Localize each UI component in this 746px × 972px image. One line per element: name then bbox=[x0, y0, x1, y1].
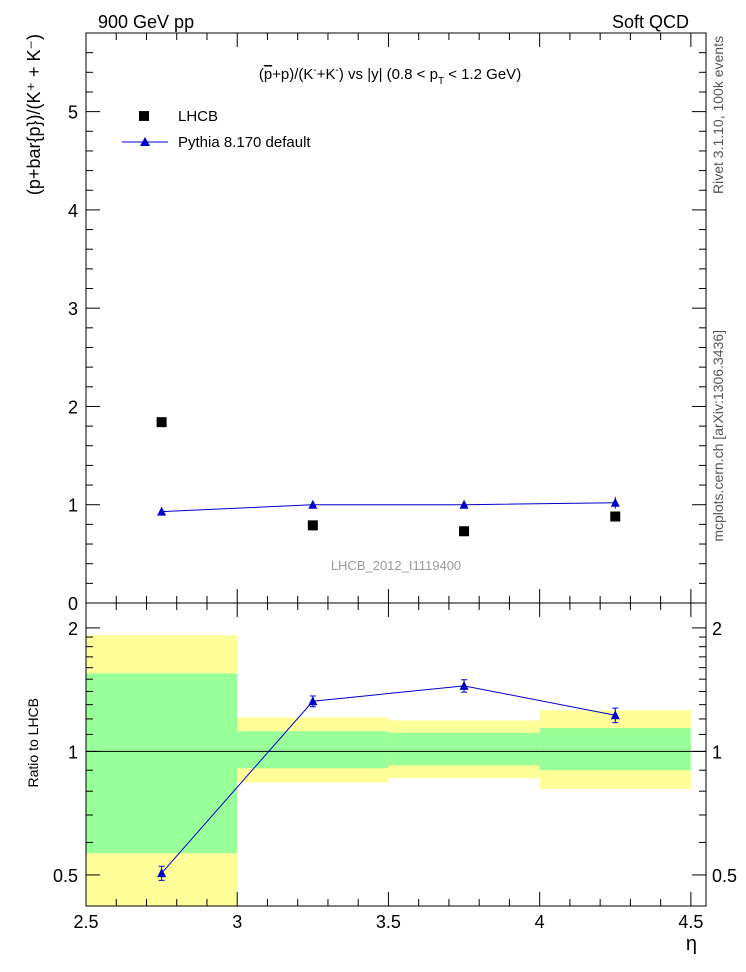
header-right: Soft QCD bbox=[612, 12, 689, 32]
ratio-ytick-label-0: 0.5 bbox=[53, 866, 78, 886]
legend-lhcb-label: LHCB bbox=[178, 108, 218, 125]
main-ylabel: (p+bar{p})/(K⁺ + K⁻) bbox=[24, 34, 44, 195]
ratio-uncertainty-bands bbox=[86, 635, 691, 906]
ratio-x-axis: 2.5 3 3.5 4 4.5 bbox=[73, 603, 703, 932]
main-ytick-label-0: 0 bbox=[68, 594, 78, 614]
ratio-point-2 bbox=[459, 680, 469, 690]
main-y-axis: 0 1 2 3 4 5 bbox=[68, 32, 706, 614]
ratio-point-1 bbox=[308, 696, 318, 706]
main-ytick-label-1: 1 bbox=[68, 496, 78, 516]
main-series-group bbox=[156, 417, 621, 537]
band-inner-3 bbox=[539, 728, 691, 771]
legend-pythia-label: Pythia 8.170 default bbox=[178, 134, 311, 151]
pythia-point-0 bbox=[157, 506, 167, 516]
mcplots-label: mcplots.cern.ch [arXiv:1306.3436] bbox=[710, 330, 726, 542]
ratio-xtick-label-3: 4 bbox=[535, 912, 545, 932]
main-title: (p+p)/(K-+K-) vs |y| (0.8 < pT < 1.2 GeV… bbox=[259, 65, 521, 87]
main-ytick-label-2: 2 bbox=[68, 397, 78, 417]
pythia-point-3 bbox=[610, 497, 620, 507]
ratio-xtick-label-1: 3 bbox=[232, 912, 242, 932]
main-ytick-label-5: 5 bbox=[68, 103, 78, 123]
ratio-ytick-label-right-0: 0.5 bbox=[712, 866, 737, 886]
legend: LHCB Pythia 8.170 default bbox=[122, 108, 311, 151]
pythia-point-1 bbox=[308, 499, 318, 509]
ratio-ylabel: Ratio to LHCB bbox=[25, 698, 41, 787]
analysis-id: LHCB_2012_I1119400 bbox=[331, 558, 461, 573]
ratio-xtick-label-0: 2.5 bbox=[73, 912, 98, 932]
legend-pythia-marker bbox=[140, 137, 150, 146]
main-ytick-label-4: 4 bbox=[68, 201, 78, 221]
ratio-ytick-label-right-1: 1 bbox=[712, 742, 722, 762]
ratio-pythia-line bbox=[161, 685, 616, 874]
ratio-xtick-label-4: 4.5 bbox=[678, 912, 703, 932]
rivet-label: Rivet 3.1.10, 100k events bbox=[710, 36, 726, 194]
ratio-ytick-label-2: 2 bbox=[68, 619, 78, 639]
band-inner-2 bbox=[388, 732, 540, 766]
pythia-point-2 bbox=[459, 499, 469, 509]
ratio-plot-frame bbox=[85, 602, 707, 907]
band-inner-1 bbox=[237, 731, 389, 769]
ratio-point-3 bbox=[610, 710, 620, 720]
band-inner-0 bbox=[86, 673, 238, 854]
ratio-ytick-label-right-2: 2 bbox=[712, 619, 722, 639]
legend-lhcb-marker bbox=[139, 111, 149, 121]
main-x-axis bbox=[85, 33, 692, 603]
ratio-point-0 bbox=[157, 868, 167, 878]
ratio-xlabel: η bbox=[686, 933, 697, 955]
lhcb-point-3 bbox=[610, 511, 621, 522]
lhcb-point-0 bbox=[156, 417, 167, 428]
header-left: 900 GeV pp bbox=[98, 12, 194, 32]
main-ytick-label-3: 3 bbox=[68, 299, 78, 319]
ratio-ytick-label-1: 1 bbox=[68, 742, 78, 762]
lhcb-point-2 bbox=[459, 526, 470, 537]
ratio-xtick-label-2: 3.5 bbox=[376, 912, 401, 932]
pythia-line bbox=[161, 502, 616, 513]
ratio-series-group bbox=[157, 679, 620, 881]
lhcb-point-1 bbox=[307, 520, 318, 531]
